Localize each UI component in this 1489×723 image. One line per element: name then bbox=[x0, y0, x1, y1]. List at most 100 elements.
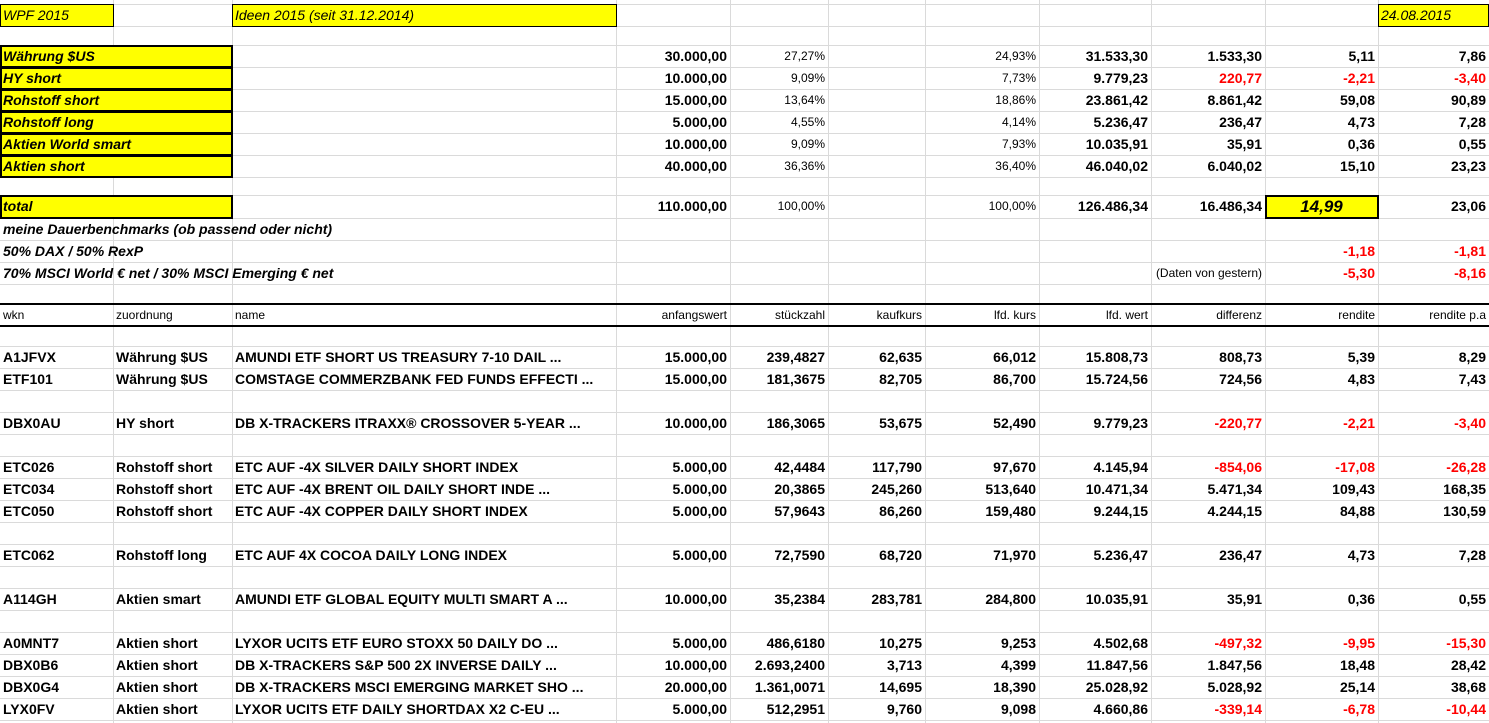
grid-line bbox=[1151, 0, 1152, 723]
grid-line bbox=[0, 610, 1489, 611]
grid-line bbox=[616, 0, 617, 723]
table-cell: 486,6180 bbox=[766, 635, 825, 651]
value: -3,40 bbox=[1454, 70, 1486, 86]
table-cell: 72,7590 bbox=[774, 547, 825, 563]
benchmark-value: -8,16 bbox=[1454, 265, 1486, 281]
table-cell: 283,781 bbox=[871, 591, 922, 607]
table-cell: LYXOR UCITS ETF DAILY SHORTDAX X2 C-EU .… bbox=[235, 701, 560, 717]
table-cell: 5,39 bbox=[1347, 349, 1375, 365]
table-cell: 808,73 bbox=[1219, 349, 1262, 365]
grid-line bbox=[0, 195, 1489, 196]
table-cell: 52,490 bbox=[993, 415, 1036, 431]
table-cell: 53,675 bbox=[879, 415, 922, 431]
grid-line bbox=[1378, 0, 1379, 723]
value: 10.035,91 bbox=[1085, 136, 1148, 152]
grid-line bbox=[232, 0, 233, 723]
table-cell: -220,77 bbox=[1214, 415, 1262, 431]
table-cell: 4.660,86 bbox=[1093, 701, 1149, 717]
table-cell: AMUNDI ETF GLOBAL EQUITY MULTI SMART A .… bbox=[235, 591, 568, 607]
value: 4,14% bbox=[1001, 115, 1036, 129]
value: 1.533,30 bbox=[1207, 48, 1263, 64]
value: 220,77 bbox=[1219, 70, 1262, 86]
value: 100,00% bbox=[988, 199, 1036, 213]
benchmark-title: meine Dauerbenchmarks (ob passend oder n… bbox=[3, 221, 333, 237]
table-cell: 68,720 bbox=[879, 547, 922, 563]
table-cell: -9,95 bbox=[1343, 635, 1375, 651]
grid-line bbox=[0, 632, 1489, 633]
column-header: lfd. wert bbox=[1105, 308, 1148, 322]
table-cell: A0MNT7 bbox=[3, 635, 60, 651]
value: 36,40% bbox=[995, 159, 1036, 173]
table-cell: AMUNDI ETF SHORT US TREASURY 7-10 DAIL .… bbox=[235, 349, 562, 365]
value: 10.000,00 bbox=[664, 136, 727, 152]
value: 16.486,34 bbox=[1199, 198, 1262, 214]
table-cell: COMSTAGE COMMERZBANK FED FUNDS EFFECTI .… bbox=[235, 371, 594, 387]
table-cell: 284,800 bbox=[985, 591, 1036, 607]
value: 0,55 bbox=[1458, 136, 1486, 152]
table-cell: Rohstoff short bbox=[116, 459, 213, 475]
table-cell: 4,399 bbox=[1000, 657, 1036, 673]
table-cell: Währung $US bbox=[116, 371, 208, 387]
table-cell: 4.244,15 bbox=[1207, 503, 1263, 519]
table-cell: 35,91 bbox=[1226, 591, 1262, 607]
table-cell: ETC026 bbox=[3, 459, 55, 475]
grid-line bbox=[0, 698, 1489, 699]
value: 23,23 bbox=[1450, 158, 1486, 174]
category-label: Rohstoff short bbox=[3, 92, 100, 108]
table-cell: 239,4827 bbox=[766, 349, 825, 365]
column-header: rendite p.a bbox=[1429, 308, 1486, 322]
value: 31.533,30 bbox=[1085, 48, 1148, 64]
value: 9,09% bbox=[790, 137, 825, 151]
category-label: total bbox=[3, 198, 33, 214]
table-cell: -15,30 bbox=[1446, 635, 1486, 651]
table-cell: Währung $US bbox=[116, 349, 208, 365]
table-cell: -497,32 bbox=[1214, 635, 1262, 651]
table-cell: DB X-TRACKERS ITRAXX® CROSSOVER 5-YEAR .… bbox=[235, 415, 581, 431]
column-header: kaufkurs bbox=[876, 308, 922, 322]
table-cell: 15.000,00 bbox=[664, 349, 727, 365]
sheet-subtitle: Ideen 2015 (seit 31.12.2014) bbox=[235, 7, 415, 23]
table-cell: 82,705 bbox=[879, 371, 922, 387]
table-cell: ETF101 bbox=[3, 371, 53, 387]
table-cell: -339,14 bbox=[1214, 701, 1262, 717]
table-cell: 4,83 bbox=[1347, 371, 1375, 387]
table-cell: 130,59 bbox=[1443, 503, 1486, 519]
table-cell: 10.000,00 bbox=[664, 591, 727, 607]
table-cell: 25.028,92 bbox=[1085, 679, 1148, 695]
table-cell: ETC AUF -4X BRENT OIL DAILY SHORT INDE .… bbox=[235, 481, 551, 497]
grid-line bbox=[0, 240, 1489, 241]
table-cell: 86,260 bbox=[879, 503, 922, 519]
yellow-cell bbox=[0, 4, 114, 27]
table-cell: Aktien short bbox=[116, 635, 198, 651]
table-cell: 9.779,23 bbox=[1093, 415, 1149, 431]
value: 126.486,34 bbox=[1077, 198, 1148, 214]
value: 59,08 bbox=[1339, 92, 1375, 108]
table-cell: 25,14 bbox=[1339, 679, 1375, 695]
table-cell: 10.000,00 bbox=[664, 415, 727, 431]
table-cell: 5.000,00 bbox=[672, 701, 728, 717]
table-cell: 15.808,73 bbox=[1085, 349, 1148, 365]
grid-line bbox=[0, 4, 1489, 5]
category-label: Aktien World smart bbox=[3, 136, 132, 152]
table-cell: 7,28 bbox=[1458, 547, 1486, 563]
table-cell: 14,695 bbox=[879, 679, 922, 695]
table-cell: ETC AUF 4X COCOA DAILY LONG INDEX bbox=[235, 547, 507, 563]
table-cell: DB X-TRACKERS S&P 500 2X INVERSE DAILY .… bbox=[235, 657, 557, 673]
grid-line bbox=[0, 566, 1489, 567]
value: 27,27% bbox=[784, 49, 825, 63]
table-cell: Rohstoff long bbox=[116, 547, 207, 563]
table-cell: 5.471,34 bbox=[1207, 481, 1263, 497]
grid-line bbox=[0, 346, 1489, 347]
grid-line bbox=[0, 720, 1489, 721]
table-cell: 5.000,00 bbox=[672, 547, 728, 563]
table-cell: 512,2951 bbox=[766, 701, 825, 717]
value: 23.861,42 bbox=[1085, 92, 1148, 108]
table-cell: 8,29 bbox=[1458, 349, 1486, 365]
value: 110.000,00 bbox=[657, 198, 727, 214]
table-cell: 181,3675 bbox=[766, 371, 825, 387]
table-cell: 0,55 bbox=[1458, 591, 1486, 607]
table-cell: -6,78 bbox=[1343, 701, 1375, 717]
table-cell: Aktien smart bbox=[116, 591, 201, 607]
table-cell: 15.724,56 bbox=[1085, 371, 1148, 387]
yellow-cell bbox=[232, 4, 617, 27]
